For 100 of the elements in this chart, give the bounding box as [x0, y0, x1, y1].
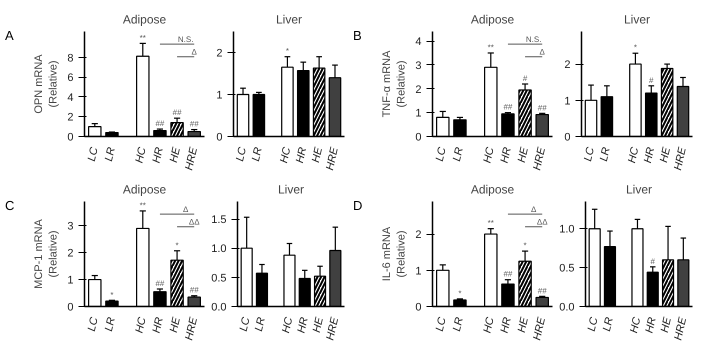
- x-tick-label: HC: [280, 316, 296, 334]
- annotation: ##: [538, 286, 548, 296]
- y-tick-label: 6: [67, 72, 74, 84]
- y-tick-label: 2: [564, 59, 571, 72]
- x-tick-label: HRE: [672, 316, 690, 342]
- y-tick-label: 2: [67, 112, 74, 124]
- y-tick-label: 2: [67, 248, 74, 260]
- text: A: [5, 27, 14, 45]
- annotation: *: [634, 43, 637, 52]
- x-tick-label: LC: [86, 316, 101, 333]
- annotation: ##: [155, 279, 165, 288]
- annotation: #: [522, 74, 528, 83]
- y-tick-label: 0: [216, 132, 223, 144]
- x-tick-label: LC: [434, 146, 449, 163]
- x-tick-label: LR: [598, 146, 613, 163]
- y-axis-title: TNF-α mRNA (Relative): [380, 50, 408, 118]
- y-tick-label: 0: [564, 132, 571, 144]
- x-tick-label: LR: [253, 316, 268, 333]
- annotation: ##: [190, 286, 200, 295]
- annotation: #: [650, 256, 656, 266]
- annotation: Δ: [530, 205, 537, 214]
- x-tick-label: HRE: [183, 146, 200, 172]
- annotation: *: [176, 240, 179, 250]
- text: D: [353, 197, 362, 215]
- y-axis-title: OPN mRNA (Relative): [32, 54, 60, 114]
- annotation: ##: [172, 108, 182, 118]
- annotation: *: [286, 46, 289, 56]
- x-tick-label: LR: [601, 316, 616, 333]
- x-tick-label: HE: [168, 316, 184, 334]
- x-tick-label: HRE: [531, 316, 548, 342]
- y-tick-label: 4: [67, 92, 74, 104]
- x-tick-label: HRE: [183, 316, 200, 342]
- x-tick-label: HRE: [672, 146, 689, 172]
- x-tick-label: HE: [310, 146, 326, 164]
- y-tick-label: 1: [415, 265, 422, 278]
- annotation: ##: [538, 103, 548, 112]
- y-tick-label: 1.0: [211, 243, 227, 256]
- x-tick-label: HE: [516, 146, 532, 164]
- annotation: Δ: [182, 205, 189, 214]
- chart-title: Liver: [276, 12, 302, 26]
- x-tick-label: HE: [168, 146, 184, 164]
- x-tick-label: HR: [150, 146, 166, 164]
- x-tick-label: LR: [102, 316, 118, 333]
- x-tick-label: HRE: [324, 146, 341, 172]
- annotation: Δ: [540, 48, 546, 57]
- x-tick-label: HRE: [324, 316, 342, 342]
- y-tick-label: 0: [415, 132, 422, 144]
- x-tick-label: HC: [481, 316, 497, 334]
- y-tick-label: 0: [67, 132, 74, 144]
- annotation: **: [140, 200, 146, 210]
- x-tick-label: HRE: [531, 146, 548, 172]
- text: C: [5, 197, 14, 215]
- y-tick-label: 0.0: [559, 302, 575, 314]
- y-tick-label: 0.0: [211, 302, 227, 314]
- x-tick-label: HC: [628, 316, 644, 334]
- annotation: ##: [503, 102, 513, 112]
- x-tick-label: LR: [250, 146, 265, 163]
- x-tick-label: HC: [133, 146, 149, 164]
- annotation: ##: [503, 270, 513, 279]
- y-tick-label: 3: [67, 220, 74, 233]
- y-tick-label: 3: [415, 60, 422, 72]
- annotation: *: [110, 290, 114, 300]
- x-tick-label: LC: [586, 316, 601, 333]
- x-tick-label: LC: [234, 146, 249, 163]
- annotation: **: [488, 42, 494, 52]
- y-tick-label: 1: [415, 108, 422, 120]
- x-tick-label: LC: [582, 146, 597, 163]
- x-tick-label: HE: [516, 316, 532, 334]
- y-tick-label: 1: [216, 90, 223, 102]
- chart-title: Adipose: [122, 12, 167, 26]
- annotation: ##: [155, 119, 165, 128]
- annotation: #: [649, 76, 654, 85]
- x-tick-label: HR: [643, 316, 659, 334]
- chart-title: Adipose: [122, 182, 167, 196]
- annotation: ΔΔ: [536, 218, 548, 227]
- x-tick-label: HE: [658, 316, 674, 334]
- y-axis-title: MCP-1 mRNA (Relative): [32, 218, 60, 289]
- x-tick-label: HR: [642, 146, 658, 164]
- text: B: [353, 27, 362, 45]
- x-tick-label: HR: [498, 146, 514, 164]
- y-tick-label: 0.5: [211, 272, 227, 284]
- x-tick-label: HR: [294, 146, 310, 164]
- x-tick-label: HE: [310, 316, 326, 334]
- annotation: **: [488, 218, 494, 228]
- chart-title: Liver: [624, 12, 650, 26]
- annotation: **: [140, 33, 146, 42]
- chart-title: Liver: [626, 182, 652, 196]
- annotation: N.S.: [526, 35, 542, 44]
- x-tick-label: HE: [658, 146, 674, 164]
- y-tick-label: 1: [67, 274, 74, 287]
- annotation: *: [458, 288, 462, 298]
- x-tick-label: LC: [434, 316, 449, 333]
- x-tick-label: LR: [102, 146, 118, 163]
- y-tick-label: 1: [564, 95, 571, 108]
- y-tick-label: 2: [415, 84, 422, 96]
- x-tick-label: LR: [450, 146, 466, 163]
- annotation: *: [524, 241, 527, 250]
- y-tick-label: 1.0: [559, 224, 575, 236]
- x-tick-label: HC: [133, 316, 149, 334]
- chart-title: Liver: [278, 182, 304, 196]
